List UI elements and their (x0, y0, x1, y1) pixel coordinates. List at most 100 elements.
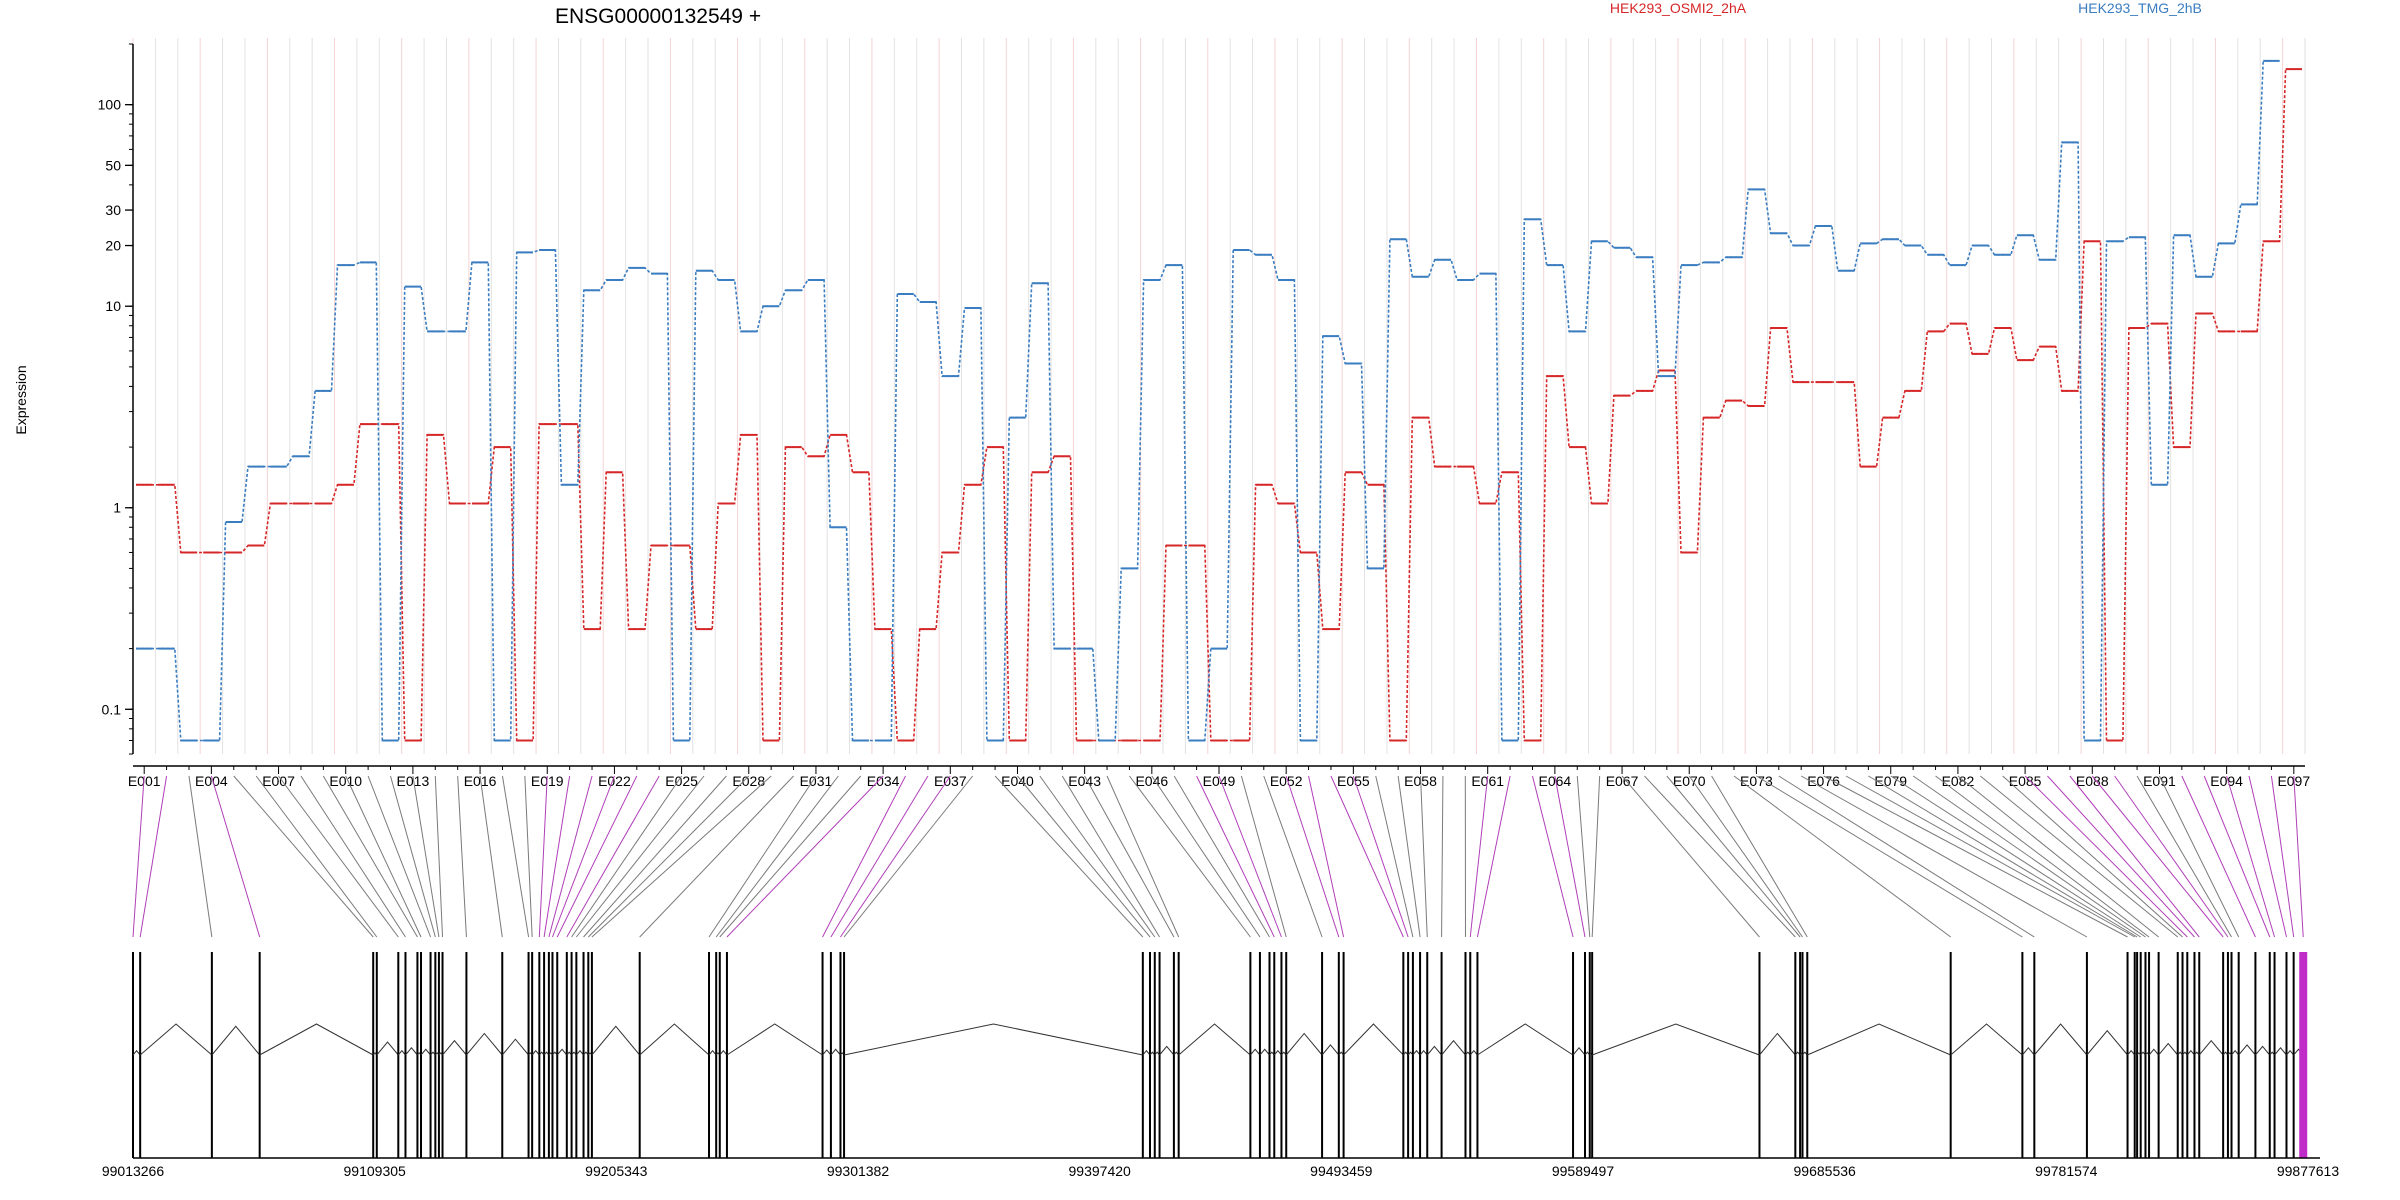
intron-line (2158, 1042, 2179, 1056)
x-tick-label: E049 (1203, 773, 1236, 789)
exon-connector (1420, 775, 1428, 938)
legend-entry-1: HEK293_OSMI2_2hA (1610, 0, 1747, 16)
y-tick-label: 10 (105, 298, 121, 314)
intron-line (2148, 1048, 2160, 1056)
x-tick-label: E022 (598, 773, 631, 789)
intron-line (591, 1025, 641, 1056)
exon-connector (1935, 775, 2150, 938)
exon-connector (1823, 775, 2128, 938)
exon-connector (1576, 775, 1591, 938)
exon-connector (1868, 775, 2138, 938)
exon-connector (1621, 775, 1760, 938)
exon-connector (1733, 775, 1951, 938)
exon-connector (1688, 775, 1803, 938)
exon-connector (2047, 775, 2195, 938)
exon-connector (1554, 775, 1586, 938)
y-axis-label: Expression (13, 365, 29, 434)
exon-connector (2136, 775, 2232, 938)
exon-connector (575, 775, 705, 938)
intron-line (843, 1023, 1143, 1056)
intron-line (1343, 1023, 1404, 1056)
intron-line (1321, 1044, 1340, 1056)
exon-connector (322, 775, 418, 938)
exon-connector (1890, 775, 2141, 938)
intron-line (1759, 1032, 1796, 1056)
exon-connector (2002, 775, 2183, 938)
intron-line (501, 1038, 529, 1056)
x-tick-label: E052 (1270, 773, 1303, 789)
exon-connector (210, 775, 261, 938)
x-tick-label: E082 (1942, 773, 1975, 789)
exon-connector (1397, 775, 1421, 938)
exon-connector (2203, 775, 2271, 938)
genomic-coordinate-label: 99013266 (102, 1163, 165, 1179)
genomic-coordinate-label: 99877613 (2277, 1163, 2340, 1179)
exon-connector (543, 775, 571, 938)
intron-line (2127, 1049, 2136, 1056)
intron-line (2231, 1049, 2240, 1056)
exon-connector (255, 775, 378, 938)
intron-line (575, 1049, 584, 1056)
x-tick-label: E013 (397, 773, 430, 789)
exon-connector (840, 775, 951, 938)
intron-line (139, 1023, 213, 1056)
intron-line (1285, 1032, 1323, 1056)
exon-connector (556, 775, 638, 938)
intron-line (376, 1041, 399, 1056)
intron-line (2238, 1044, 2256, 1056)
intron-line (211, 1025, 261, 1056)
exon-connector (2159, 775, 2240, 938)
exon-connector (1912, 775, 2146, 938)
exon-connector (1845, 775, 2135, 938)
exon-connector (524, 775, 533, 938)
exon-connector (1957, 775, 2159, 938)
y-tick-label: 1 (113, 500, 121, 516)
x-tick-label: E007 (262, 773, 295, 789)
intron-line (1950, 1023, 2023, 1056)
intron-line (132, 1049, 141, 1056)
intron-line (405, 1047, 418, 1056)
exon-connector (390, 775, 436, 938)
chart-title: ENSG00000132549 + (555, 5, 761, 28)
exon-connector (2226, 775, 2276, 938)
exon-connector (278, 775, 399, 938)
exon-connector (2024, 775, 2188, 938)
exon-connector (1039, 775, 1156, 938)
intron-line (466, 1032, 503, 1056)
intron-line (259, 1023, 374, 1056)
exon-connector (1173, 775, 1270, 938)
x-tick-label: E016 (464, 773, 497, 789)
genomic-coordinate-label: 99493459 (1310, 1163, 1373, 1179)
intron-line (2186, 1049, 2195, 1056)
genomic-coordinate-label: 99685536 (1794, 1163, 1857, 1179)
exon-connector (188, 775, 213, 938)
x-tick-label: E031 (800, 773, 833, 789)
x-tick-label: E055 (1337, 773, 1370, 789)
exon-connector (639, 775, 794, 938)
exon-connector (1263, 775, 1323, 938)
x-tick-label: E028 (732, 773, 765, 789)
exon-connector (538, 775, 548, 938)
exon-connector (1240, 775, 1287, 938)
x-tick-label: E004 (195, 773, 228, 789)
intron-line (2286, 1049, 2295, 1056)
x-tick-label: E034 (867, 773, 900, 789)
x-tick-label: E073 (1740, 773, 1773, 789)
exon-connector (1285, 775, 1340, 938)
x-tick-label: E076 (1807, 773, 1840, 789)
x-tick-label: E088 (2076, 773, 2109, 789)
legend-entry-2: HEK293_TMG_2hB (2078, 0, 2202, 16)
exon-connector (367, 775, 432, 938)
exon-connector (2293, 775, 2304, 938)
x-tick-label: E046 (1135, 773, 1168, 789)
exon-connector (587, 775, 750, 938)
y-tick-label: 50 (105, 157, 121, 173)
intron-line (2274, 1047, 2287, 1056)
exon-connector (1711, 775, 1808, 938)
exon-connector (1644, 775, 1796, 938)
y-tick-label: 0.1 (102, 701, 122, 717)
intron-line (639, 1023, 710, 1056)
exon-connector (843, 775, 974, 938)
exon-connector (2248, 775, 2287, 938)
exon-connector (2270, 775, 2295, 938)
